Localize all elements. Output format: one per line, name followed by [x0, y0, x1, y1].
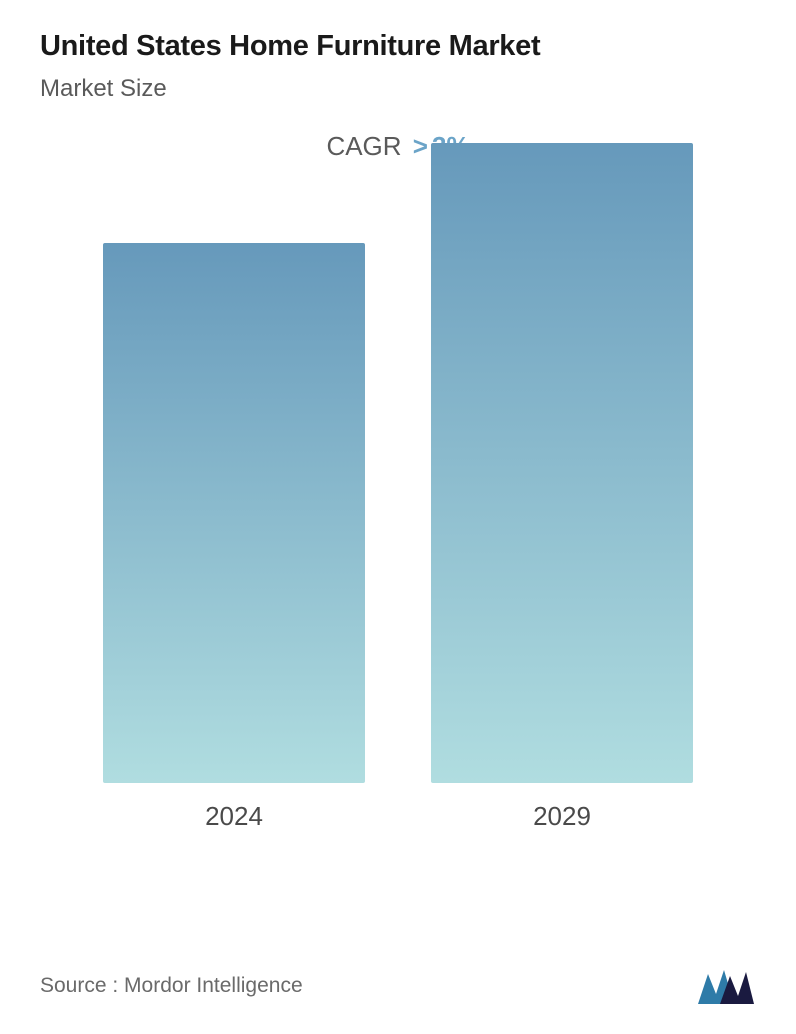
chart-title: United States Home Furniture Market: [40, 30, 756, 63]
bar-1: [431, 143, 693, 783]
footer: Source : Mordor Intelligence: [40, 966, 756, 1006]
bar-label-1: 2029: [533, 801, 591, 832]
bar-0: [103, 243, 365, 783]
chart-area: 2024 2029: [40, 192, 756, 892]
brand-logo-icon: [696, 966, 756, 1006]
bar-group-1: 2029: [431, 143, 693, 832]
source-label: Source : Mordor Intelligence: [40, 974, 303, 998]
bars-container: 2024 2029: [40, 192, 756, 832]
cagr-label: CAGR: [326, 131, 401, 161]
bar-label-0: 2024: [205, 801, 263, 832]
chart-subtitle: Market Size: [40, 75, 756, 103]
cagr-operator: >: [413, 131, 428, 161]
bar-group-0: 2024: [103, 243, 365, 832]
